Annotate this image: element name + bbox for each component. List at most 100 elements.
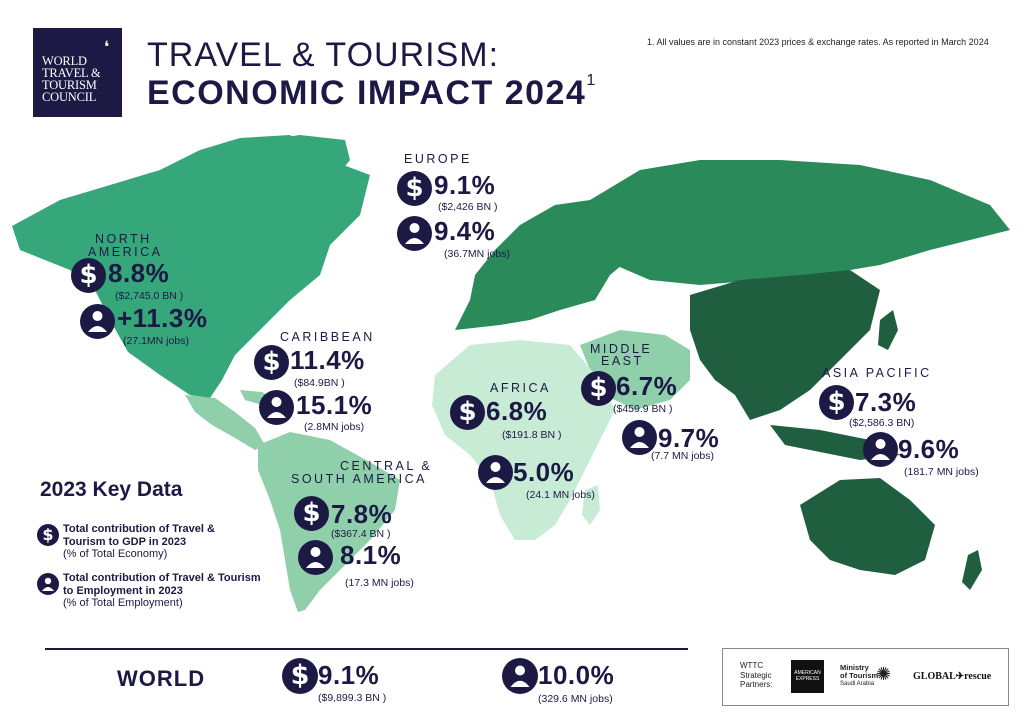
logo-line-2: TRAVEL &	[42, 66, 101, 80]
person-icon	[298, 540, 333, 575]
person-icon	[259, 390, 294, 425]
middle-east-jobs-pct: 9.7%	[658, 423, 720, 453]
central-america-shape	[185, 395, 265, 450]
region-label-north-america-2: AMERICA	[88, 245, 163, 259]
region-label-middle-east-2: EAST	[601, 354, 644, 368]
world-label: WORLD	[117, 666, 206, 691]
person-icon	[502, 658, 538, 694]
ministry-line-1: Ministry	[840, 663, 869, 672]
person-icon	[37, 573, 59, 595]
region-label-asia-pacific: ASIA PACIFIC	[822, 366, 932, 380]
region-label-middle-east-1: MIDDLE	[590, 342, 653, 356]
partners-label: WTTC Strategic Partners:	[740, 661, 772, 690]
region-label-africa: AFRICA	[490, 381, 551, 395]
region-label-europe: EUROPE	[404, 152, 472, 166]
asia-pacific-jobs-pct: 9.6%	[898, 434, 960, 464]
key-gdp-note: (% of Total Economy)	[63, 548, 168, 560]
ministry-emblem-icon: ✺	[876, 664, 892, 684]
region-label-csa-2: SOUTH AMERICA	[291, 472, 427, 486]
dollar-icon: $	[71, 258, 106, 293]
dollar-icon: $	[581, 371, 616, 406]
amex-logo: AMERICAN EXPRESS	[791, 660, 824, 693]
title-main: ECONOMIC IMPACT 2024	[147, 74, 587, 112]
title-footnote-marker: 1	[586, 72, 597, 89]
japan-shape	[878, 310, 898, 350]
caribbean-jobs-value: (2.8MN jobs)	[304, 421, 365, 433]
logo-line-3: TOURISM	[42, 78, 97, 92]
world-gdp-value: ($9,899.3 BN )	[318, 692, 387, 704]
asia-pacific-gdp-pct: 7.3%	[855, 387, 917, 417]
caribbean-gdp-pct: 11.4%	[290, 345, 365, 375]
person-icon	[478, 455, 513, 490]
north-america-gdp-pct: 8.8%	[108, 258, 170, 288]
partners-box	[722, 648, 1009, 706]
key-gdp-text: Total contribution of Travel & Tourism t…	[63, 523, 228, 561]
dollar-icon: $	[254, 345, 289, 380]
ministry-logo: Ministry of Tourism Saudi Arabia	[840, 664, 878, 688]
madagascar-shape	[582, 485, 600, 525]
ministry-line-2: of Tourism	[840, 671, 879, 680]
dollar-icon: $	[397, 171, 432, 206]
asia-shape	[690, 270, 880, 420]
caribbean-gdp-value: ($84.9BN )	[294, 377, 345, 389]
ministry-line-3: Saudi Arabia	[840, 681, 875, 687]
key-jobs-bold: Total contribution of Travel & Tourism t…	[63, 572, 261, 597]
world-jobs-value: (329.6 MN jobs)	[538, 693, 613, 705]
europe-gdp-value: ($2,426 BN )	[438, 201, 498, 213]
world-gdp-pct: 9.1%	[318, 660, 380, 690]
middle-east-gdp-value: ($459.9 BN )	[613, 403, 673, 415]
north-america-gdp-value: ($2,745.0 BN )	[115, 290, 184, 302]
dollar-icon: $	[37, 524, 59, 546]
russia-shape	[590, 160, 1010, 285]
south-america-shape	[258, 432, 400, 612]
region-label-north-america-1: NORTH	[95, 232, 152, 246]
logo-line-4: COUNCIL	[42, 90, 97, 104]
caribbean-jobs-pct: 15.1%	[296, 390, 373, 420]
dollar-icon: $	[450, 395, 485, 430]
person-icon	[622, 420, 657, 455]
region-label-csa-1: CENTRAL &	[340, 459, 433, 473]
dollar-icon: $	[294, 496, 329, 531]
wttc-logo: ❛ WORLD TRAVEL & TOURISM COUNCIL	[33, 28, 122, 117]
amex-line-1: AMERICAN	[794, 670, 821, 676]
key-gdp-bold: Total contribution of Travel & Tourism t…	[63, 523, 215, 548]
partners-label-1: WTTC	[740, 661, 764, 670]
middle-east-gdp-pct: 6.7%	[616, 371, 678, 401]
world-divider	[45, 648, 688, 650]
middle-east-jobs-value: (7.7 MN jobs)	[651, 450, 715, 462]
australia-shape	[800, 478, 935, 575]
africa-gdp-value: ($191.8 BN )	[502, 429, 562, 441]
asia-pacific-jobs-value: (181.7 MN jobs)	[904, 466, 979, 478]
africa-gdp-pct: 6.8%	[486, 396, 548, 426]
amex-line-2: EXPRESS	[795, 676, 820, 682]
dollar-icon: $	[819, 385, 854, 420]
europe-gdp-pct: 9.1%	[434, 170, 496, 200]
europe-jobs-value: (36.7MN jobs)	[444, 248, 510, 260]
new-zealand-shape	[962, 550, 982, 590]
csa-jobs-pct: 8.1%	[340, 540, 402, 570]
person-icon	[397, 216, 432, 251]
person-icon	[863, 432, 898, 467]
africa-jobs-value: (24.1 MN jobs)	[526, 489, 595, 501]
title-line-2: ECONOMIC IMPACT 20241	[147, 72, 597, 113]
north-america-jobs-pct: +11.3%	[117, 303, 208, 333]
csa-gdp-value: ($367.4 BN )	[331, 528, 391, 540]
africa-jobs-pct: 5.0%	[513, 457, 575, 487]
asia-pacific-gdp-value: ($2,586.3 BN)	[849, 417, 915, 429]
africa-shape	[432, 340, 615, 540]
csa-gdp-pct: 7.8%	[331, 499, 393, 529]
key-jobs-note: (% of Total Employment)	[63, 597, 183, 609]
csa-jobs-value: (17.3 MN jobs)	[345, 577, 414, 589]
dollar-icon: $	[282, 658, 318, 694]
person-icon	[80, 304, 115, 339]
north-america-jobs-value: (27.1MN jobs)	[123, 335, 189, 347]
logo-mark-icon: ❛	[104, 37, 109, 56]
europe-shape	[455, 200, 640, 330]
logo-line-1: WORLD	[42, 54, 87, 68]
europe-jobs-pct: 9.4%	[434, 216, 496, 246]
region-label-caribbean: CARIBBEAN	[280, 330, 375, 344]
partners-label-3: Partners:	[740, 680, 773, 689]
greenland-shape	[265, 135, 350, 200]
north-america-shape	[12, 135, 370, 398]
title-line-1: TRAVEL & TOURISM:	[147, 36, 500, 74]
